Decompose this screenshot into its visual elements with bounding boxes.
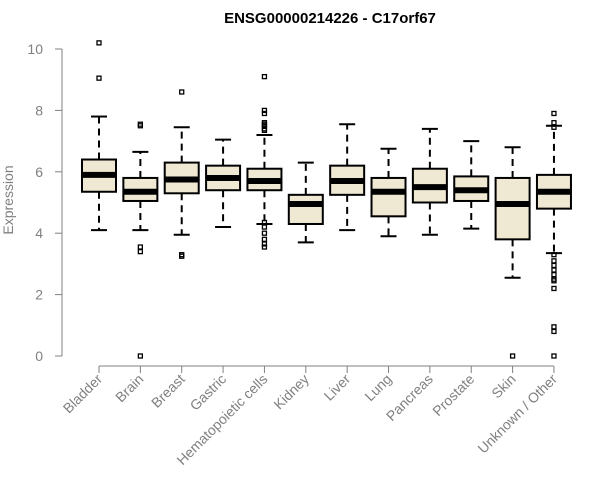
outlier-point	[509, 353, 516, 359]
outlier-point	[261, 244, 268, 250]
outlier-point	[551, 324, 557, 330]
box-group	[205, 138, 242, 229]
box-group	[246, 73, 283, 250]
outlier-point	[551, 110, 557, 117]
y-tick-label: 4	[35, 225, 43, 241]
outlier-point	[551, 252, 557, 258]
outlier-point	[137, 353, 144, 359]
outlier-point	[179, 89, 185, 95]
outlier-point	[261, 73, 268, 80]
x-tick-label: Kidney	[270, 371, 312, 413]
outlier-point	[261, 110, 268, 117]
y-tick-label: 6	[35, 164, 43, 180]
box-group	[329, 123, 366, 232]
chart-title: ENSG00000214226 - C17orf67	[224, 10, 436, 27]
box-group	[370, 147, 407, 238]
box-group	[411, 127, 448, 236]
outlier-point	[551, 278, 557, 284]
outlier-point	[96, 75, 102, 81]
outlier-point	[551, 120, 557, 126]
outlier-point	[551, 262, 557, 269]
x-tick-label: Unknown / Other	[474, 371, 560, 457]
outlier-point	[261, 236, 268, 242]
outlier-point	[551, 285, 557, 292]
x-tick-label: Prostate	[429, 371, 477, 419]
y-tick-label: 10	[27, 41, 43, 57]
box	[287, 193, 324, 225]
y-tick-label: 2	[35, 287, 43, 303]
outlier-point	[179, 253, 185, 259]
box-group	[163, 89, 200, 259]
box-group	[122, 121, 159, 359]
outlier-point	[551, 353, 557, 359]
box-group	[453, 140, 490, 230]
outlier-point	[137, 121, 144, 127]
outlier-point	[551, 328, 557, 335]
outlier-point	[551, 267, 557, 273]
outlier-point	[261, 241, 268, 247]
outlier-point	[137, 248, 144, 255]
outlier-point	[137, 244, 144, 250]
box	[370, 176, 407, 218]
outlier-point	[551, 124, 557, 130]
outlier-point	[261, 224, 268, 230]
outlier-point	[551, 271, 557, 278]
outlier-point	[551, 258, 557, 264]
box-group	[535, 110, 572, 359]
outlier-point	[261, 219, 268, 226]
y-tick-label: 0	[35, 348, 43, 364]
box-group	[494, 146, 531, 359]
outlier-point	[96, 40, 102, 46]
outlier-point	[261, 230, 268, 236]
x-tick-label: Brain	[112, 371, 146, 405]
x-tick-label: Lung	[361, 371, 394, 404]
box-group	[287, 161, 324, 244]
boxes	[81, 40, 572, 359]
x-tick-label: Liver	[321, 371, 354, 404]
outlier-point	[261, 107, 268, 114]
y-tick-label: 8	[35, 102, 43, 118]
x-tick-label: Bladder	[60, 371, 106, 417]
x-tick-label: Breast	[148, 371, 188, 411]
y-axis: 0 2 4 6 8 10	[27, 41, 63, 364]
box-group	[81, 40, 117, 232]
y-axis-label: Expression	[0, 165, 16, 234]
x-tick-label: Skin	[488, 371, 519, 402]
outlier-point	[261, 127, 268, 134]
box	[494, 176, 531, 241]
